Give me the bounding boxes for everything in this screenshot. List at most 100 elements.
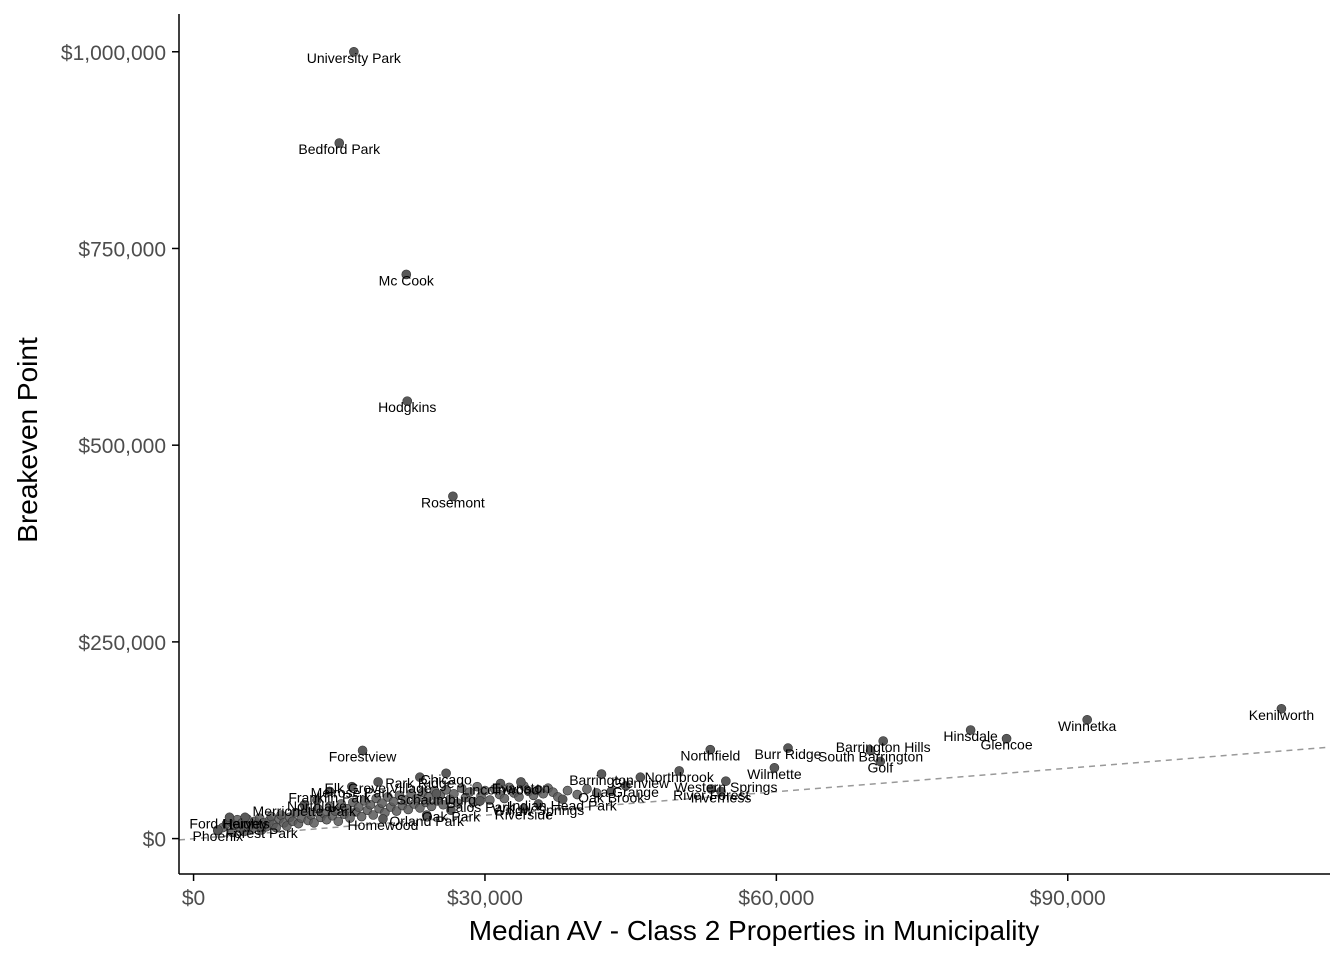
- point-labels-layer: University Park Bedford Park Mc Cook Hodgki…: [189, 50, 1314, 844]
- point-label: Northlake: [287, 798, 347, 814]
- y-tick-label: $0: [143, 829, 166, 852]
- data-point: [448, 491, 458, 502]
- data-point: [1001, 733, 1012, 744]
- data-point: [495, 778, 506, 789]
- point-label: Oak Brook: [578, 789, 645, 805]
- data-point: [706, 784, 717, 794]
- cluster-point: [309, 818, 319, 828]
- cluster-point: [403, 804, 414, 815]
- cluster-point: [391, 806, 402, 816]
- cluster-point: [415, 803, 425, 813]
- data-point: [519, 803, 529, 814]
- point-label: Golf: [867, 759, 893, 775]
- cluster-point: [562, 785, 573, 796]
- data-point: [705, 744, 716, 755]
- cluster-point: [400, 795, 411, 805]
- cluster-point: [449, 788, 459, 799]
- ticks-layer: $0 $30,000 $60,000 $90,000 $0 $250,000 $500,00…: [61, 42, 1106, 910]
- point-label: Palos Park: [446, 799, 515, 815]
- cluster-point: [333, 816, 344, 827]
- cluster-point: [426, 801, 437, 812]
- data-point: [401, 269, 412, 280]
- cluster-point: [472, 781, 482, 792]
- y-tick-label: $1,000,000: [61, 42, 166, 65]
- data-point: [421, 810, 432, 820]
- cluster-point: [456, 783, 467, 794]
- cluster-point: [464, 787, 475, 797]
- data-point: [441, 768, 451, 779]
- data-point: [299, 799, 310, 810]
- point-label: South Barrington: [818, 748, 923, 764]
- cluster-point: [591, 788, 602, 798]
- point-label: Forestview: [329, 748, 398, 764]
- y-tick-label: $250,000: [78, 632, 166, 655]
- cluster-point: [356, 811, 367, 822]
- point-label: Hodgkins: [378, 399, 436, 415]
- point-label: Riverside: [495, 807, 554, 823]
- point-label: Melrose Park: [311, 785, 394, 801]
- point-label: Schaumburg: [397, 792, 476, 808]
- point-label: Barrington Hills: [836, 739, 931, 755]
- x-tick-label: $0: [182, 887, 205, 910]
- data-point: [324, 786, 335, 797]
- point-label: Bedford Park: [298, 141, 381, 157]
- reference-line-layer: [178, 746, 1331, 841]
- data-point: [357, 745, 368, 756]
- data-point: [431, 788, 442, 799]
- y-axis-title: Breakeven Point: [12, 337, 43, 543]
- point-label: Northbrook: [645, 769, 715, 785]
- point-label: Phoenix: [193, 828, 244, 844]
- cluster-point: [441, 785, 451, 795]
- points-layer: [213, 46, 1287, 838]
- point-label: Oak Park: [422, 808, 481, 824]
- data-point: [716, 786, 726, 797]
- data-point: [402, 396, 413, 406]
- cluster-point: [290, 807, 301, 818]
- cluster-point: [342, 803, 352, 814]
- point-label: Evanston: [492, 780, 550, 796]
- data-point: [769, 762, 780, 773]
- data-point: [415, 772, 425, 783]
- data-point: [557, 794, 568, 805]
- cluster-point: [485, 795, 495, 805]
- x-tick-label: $60,000: [738, 887, 814, 910]
- point-label: Chicago: [420, 771, 472, 787]
- data-point: [347, 781, 357, 792]
- cluster-point: [271, 822, 281, 833]
- cluster-point: [388, 796, 399, 807]
- data-point: [635, 772, 646, 783]
- data-point: [878, 736, 888, 746]
- point-label: Harvey: [223, 815, 267, 831]
- axes-layer: [178, 14, 1330, 875]
- data-point: [1082, 714, 1092, 725]
- x-tick-label: $90,000: [1030, 887, 1106, 910]
- cluster-point: [368, 810, 379, 820]
- cluster-point: [330, 806, 341, 816]
- point-label: Merrionette Park: [253, 803, 357, 819]
- point-label: River Forest: [673, 787, 749, 803]
- point-label: Hinsdale: [943, 728, 998, 744]
- data-point: [475, 796, 485, 806]
- x-axis-title: Median AV - Class 2 Properties in Munici…: [469, 915, 1040, 946]
- data-point: [596, 769, 607, 779]
- cluster-point: [582, 784, 592, 794]
- cluster-point: [365, 799, 376, 810]
- point-label: Western Springs: [674, 779, 777, 795]
- data-point: [1276, 703, 1287, 714]
- data-point: [224, 812, 235, 823]
- data-point: [378, 814, 388, 824]
- point-label: Ford Heights: [189, 815, 269, 831]
- point-label: Inverness: [691, 789, 752, 805]
- y-tick-label: $500,000: [78, 435, 166, 458]
- data-point: [721, 776, 731, 786]
- cluster-point: [377, 798, 387, 808]
- x-tick-label: $30,000: [447, 887, 523, 910]
- point-label: Orland Park: [389, 813, 465, 829]
- point-label: La Grange: [593, 784, 659, 800]
- cluster-point: [353, 802, 364, 812]
- data-point: [621, 781, 631, 791]
- point-label: Northfield: [680, 748, 740, 764]
- data-point: [213, 825, 223, 835]
